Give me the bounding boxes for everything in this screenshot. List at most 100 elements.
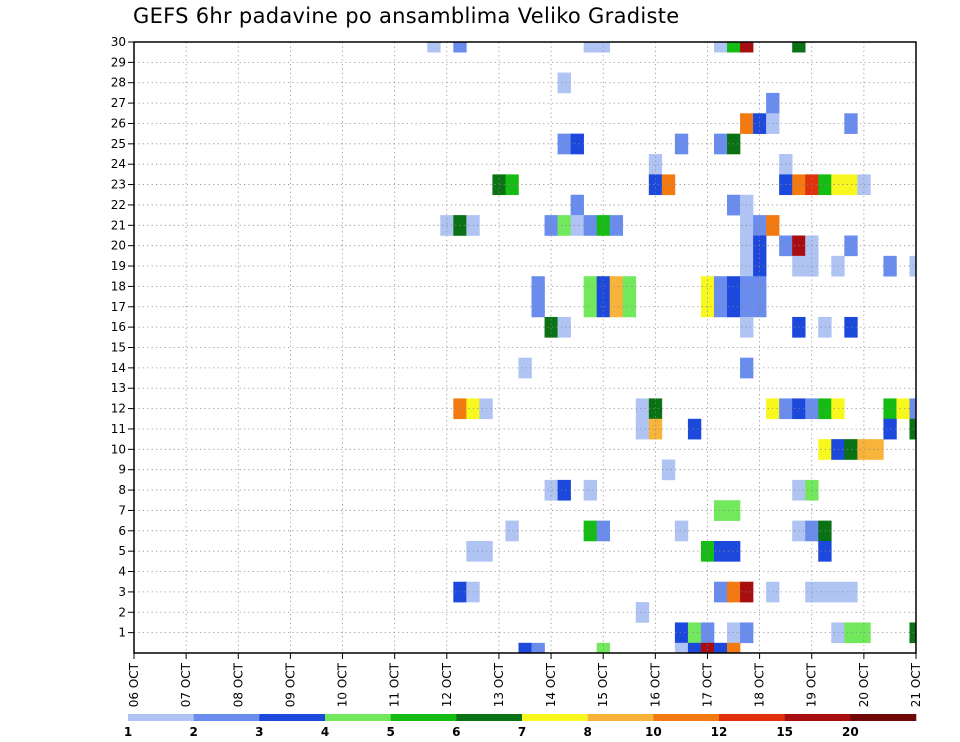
y-tick-label: 3 <box>118 585 126 599</box>
x-tick-label: 08 OCT <box>231 662 245 707</box>
y-tick-label: 17 <box>111 300 126 314</box>
colorbar-label: 12 <box>711 725 728 739</box>
y-tick-label: 9 <box>118 463 126 477</box>
y-tick-label: 26 <box>111 116 126 130</box>
heatmap-cell <box>675 521 688 542</box>
colorbar-segment <box>522 714 588 721</box>
colorbar-label: 5 <box>386 725 394 739</box>
x-tick-label: 16 OCT <box>648 662 662 707</box>
colorbar-label: 6 <box>452 725 460 739</box>
heatmap-cell <box>883 256 896 277</box>
heatmap-cell <box>883 419 896 440</box>
y-tick-label: 8 <box>118 483 126 497</box>
x-tick-label: 15 OCT <box>596 662 610 707</box>
heatmap-cell <box>649 419 662 440</box>
heatmap-cell <box>558 480 571 501</box>
colorbar-segment <box>391 714 457 721</box>
heatmap-cell <box>610 215 623 236</box>
heatmap-cell <box>662 174 675 195</box>
heatmap-cell <box>518 643 531 653</box>
x-tick-label: 12 OCT <box>440 662 454 707</box>
y-tick-label: 5 <box>118 544 126 558</box>
heatmap-cell <box>427 42 440 52</box>
heatmap-cell <box>675 643 688 653</box>
heatmap-cell <box>714 643 727 653</box>
heatmap-cell <box>584 521 597 542</box>
heatmap-cell <box>636 419 649 440</box>
heatmap-cell <box>610 276 623 297</box>
colorbar-segment <box>456 714 522 721</box>
heatmap-cell <box>558 134 571 155</box>
heatmap-cell <box>675 134 688 155</box>
heatmap-cell <box>558 317 571 338</box>
heatmap-cell <box>623 276 636 297</box>
colorbar-label: 1 <box>124 725 132 739</box>
x-axis: 06 OCT 07 OCT 08 OCT 09 OCT 10 OCT 11 OCT 12 O… <box>127 653 923 707</box>
y-tick-label: 16 <box>111 320 126 334</box>
y-tick-label: 30 <box>111 35 126 49</box>
heatmap-cell <box>571 215 584 236</box>
heatmap-cell <box>453 42 466 52</box>
y-tick-label: 11 <box>111 422 126 436</box>
heatmap-cell <box>558 73 571 94</box>
colorbar-segment <box>653 714 719 721</box>
y-tick-label: 1 <box>118 626 126 640</box>
heatmap-cell <box>532 643 545 653</box>
heatmap-cell <box>714 42 727 52</box>
x-tick-label: 11 OCT <box>388 662 402 707</box>
colorbar-segment <box>194 714 260 721</box>
heatmap-cell <box>532 297 545 318</box>
colorbar-segment <box>850 714 916 721</box>
colorbar-label: 7 <box>518 725 526 739</box>
y-tick-label: 15 <box>111 341 126 355</box>
x-tick-label: 20 OCT <box>857 662 871 707</box>
heatmap-cell <box>571 134 584 155</box>
colorbar-label: 4 <box>321 725 329 739</box>
colorbar-label: 10 <box>645 725 662 739</box>
colorbar-segment <box>719 714 785 721</box>
colorbar-segment <box>785 714 851 721</box>
heatmap-cell <box>558 215 571 236</box>
x-tick-label: 14 OCT <box>544 662 558 707</box>
heatmap-cell <box>675 622 688 643</box>
heatmap-cell <box>584 276 597 297</box>
y-axis: 1234567891011121314151617181920212223242… <box>111 35 134 640</box>
x-tick-label: 19 OCT <box>805 662 819 707</box>
y-tick-label: 23 <box>111 178 126 192</box>
colorbar-label: 20 <box>842 725 859 739</box>
heatmap-cell <box>584 297 597 318</box>
y-tick-label: 7 <box>118 503 126 517</box>
heatmap-cell <box>792 42 805 52</box>
y-tick-label: 4 <box>118 565 126 579</box>
x-tick-label: 09 OCT <box>283 662 297 707</box>
heatmap-cell <box>636 398 649 419</box>
x-tick-label: 21 OCT <box>909 662 923 707</box>
heatmap-cell <box>727 42 740 52</box>
x-tick-label: 17 OCT <box>700 662 714 707</box>
y-tick-label: 10 <box>111 442 126 456</box>
y-tick-label: 19 <box>111 259 126 273</box>
y-tick-label: 6 <box>118 524 126 538</box>
heatmap-cell <box>584 42 597 52</box>
colorbar-segment <box>259 714 325 721</box>
y-tick-label: 18 <box>111 279 126 293</box>
y-tick-label: 2 <box>118 605 126 619</box>
heatmap-cell <box>571 195 584 216</box>
y-tick-label: 22 <box>111 198 126 212</box>
heatmap-cell <box>727 643 740 653</box>
y-tick-label: 21 <box>111 218 126 232</box>
y-tick-label: 29 <box>111 55 126 69</box>
y-tick-label: 27 <box>111 96 126 110</box>
heatmap-cell <box>584 480 597 501</box>
heatmap-cell <box>636 602 649 623</box>
heatmap-cell <box>532 276 545 297</box>
colorbar-label: 3 <box>255 725 263 739</box>
colorbar-segment <box>588 714 654 721</box>
colorbar-segment <box>325 714 391 721</box>
heatmap-cell <box>505 521 518 542</box>
colorbar-label: 2 <box>189 725 197 739</box>
y-tick-label: 24 <box>111 157 126 171</box>
y-tick-label: 14 <box>111 361 126 375</box>
x-tick-label: 18 OCT <box>753 662 767 707</box>
